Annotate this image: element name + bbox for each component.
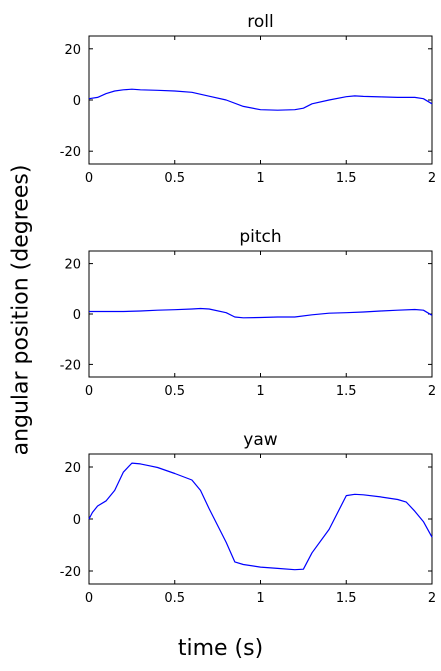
x-tick-label: 2 [428,591,436,606]
x-tick-label: 1 [256,171,264,186]
x-tick-label: 1.5 [336,171,357,186]
y-tick-label: -20 [60,145,81,160]
y-tick-label: 20 [64,258,81,273]
x-tick-label: 1 [256,384,264,399]
axes-box [88,453,433,585]
y-axis-label-container: angular position (degrees) [0,0,44,666]
series-line-pitch [89,307,433,319]
subplot-pitch: pitch 0 0.5 1 1.5 2 20 0 -20 [60,227,436,399]
subplot-title: yaw [243,430,277,450]
y-tick-label: 20 [64,461,81,476]
x-tick-label: 1.5 [336,384,357,399]
y-tick-label: 0 [73,94,81,109]
subplot-title: roll [247,12,273,32]
x-tick-label: 0.5 [164,591,185,606]
subplot-title: pitch [239,227,281,247]
y-tick-label: -20 [60,358,81,373]
x-axis-label: time (s) [177,636,264,661]
x-tick-label: 1.5 [336,591,357,606]
x-tick-label: 0 [85,591,93,606]
series-line-yaw [88,462,433,571]
x-tick-label: 0 [85,384,93,399]
series-line-roll [88,88,433,111]
y-axis-label: angular position (degrees) [8,164,34,456]
axes-box [88,250,433,378]
x-tick-label: 0 [85,171,93,186]
y-tick-label: 0 [73,513,81,528]
x-tick-label: 2 [428,171,436,186]
y-tick-label: 20 [64,43,81,58]
x-tick-label: 0.5 [164,171,185,186]
axes-box [88,35,433,165]
subplot-roll: roll 0 0.5 1 1.5 2 20 0 -20 [60,12,436,186]
x-tick-label: 1 [256,591,264,606]
x-tick-label: 0.5 [164,384,185,399]
y-tick-label: -20 [60,565,81,580]
y-tick-label: 0 [73,308,81,323]
subplot-yaw: yaw 0 0.5 1 1.5 2 20 0 -20 [60,430,436,606]
x-tick-label: 2 [428,384,436,399]
